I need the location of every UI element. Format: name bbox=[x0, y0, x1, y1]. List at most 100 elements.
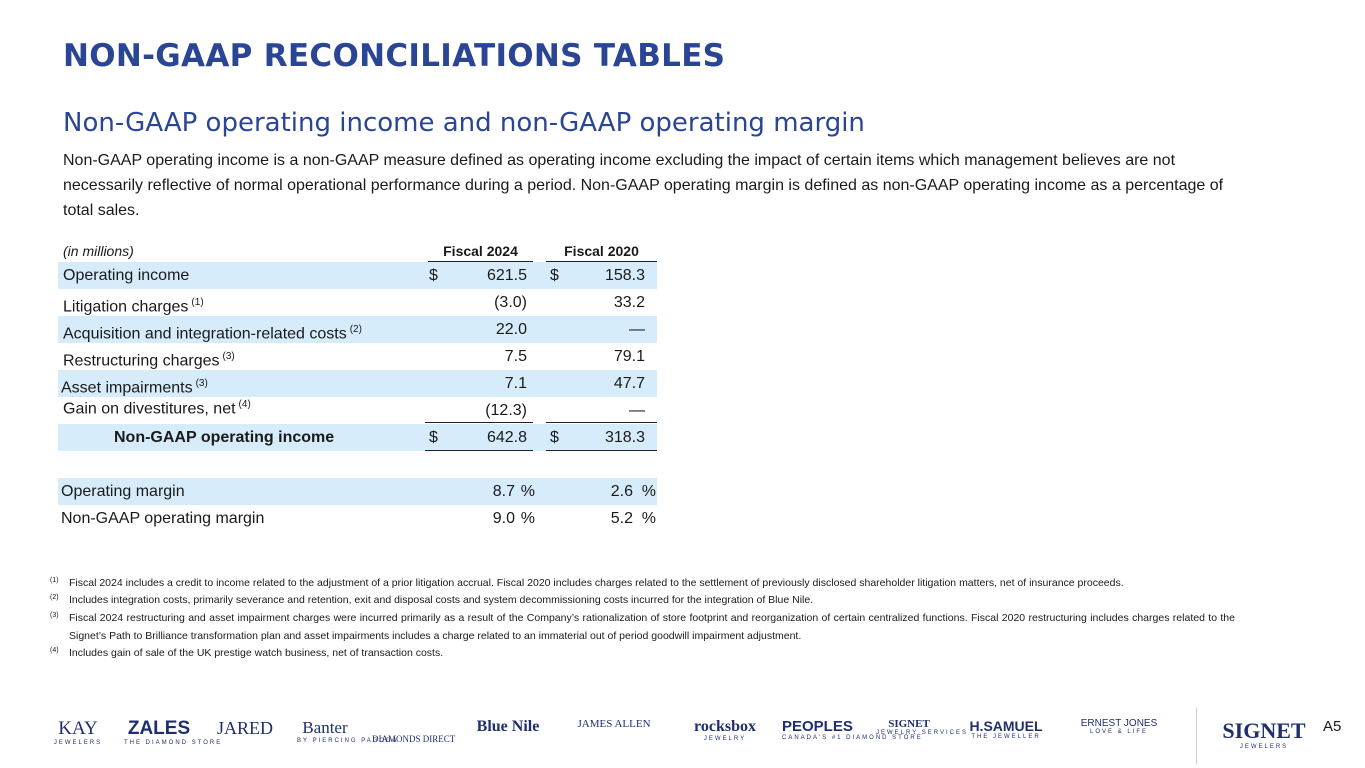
label-text: Acquisition and integration-related cost… bbox=[63, 325, 347, 343]
brand-logo: PEOPLES CANADA'S #1 DIAMOND STORE bbox=[782, 718, 923, 741]
brand-name: SIGNET bbox=[1222, 718, 1306, 743]
footnote: (3) Fiscal 2024 restructuring and asset i… bbox=[50, 610, 1235, 645]
row-label: Non-GAAP operating income bbox=[114, 429, 335, 446]
table-row: Litigation charges (1) (3.0) 33.2 bbox=[58, 289, 657, 316]
brand-name: JARED bbox=[216, 718, 273, 738]
note-ref: (4) bbox=[238, 399, 251, 410]
column-header: Fiscal 2024 bbox=[428, 243, 533, 262]
title: NON-GAAP RECONCILIATIONS TABLES bbox=[63, 38, 726, 74]
brand-name: KAY bbox=[58, 718, 98, 739]
cell: 33.2 bbox=[613, 294, 645, 311]
row-label: Litigation charges (1) bbox=[63, 289, 204, 320]
currency: $ bbox=[550, 267, 559, 284]
row-label: Operating margin bbox=[61, 483, 185, 500]
rule bbox=[425, 422, 533, 423]
table-row: Non-GAAP operating margin 9.0 % 5.2 % bbox=[58, 505, 657, 532]
row-label: Gain on divestitures, net (4) bbox=[63, 391, 251, 422]
cell: 318.3 bbox=[604, 429, 645, 446]
rule bbox=[425, 450, 533, 451]
row-label: Operating income bbox=[63, 267, 190, 284]
brand-name: JAMES ALLEN bbox=[577, 718, 651, 730]
cell: 9.0 bbox=[492, 510, 515, 527]
rule bbox=[546, 450, 657, 451]
column-header: Fiscal 2020 bbox=[546, 243, 657, 262]
brand-name: ERNEST JONES bbox=[1080, 718, 1158, 729]
footnote-text: Fiscal 2024 restructuring and asset impa… bbox=[69, 612, 1235, 642]
cell: 158.3 bbox=[604, 267, 645, 284]
brand-logo: SIGNET JEWELERS bbox=[1218, 718, 1310, 750]
brand-logo: JAMES ALLEN bbox=[562, 718, 666, 730]
footnote: (4) Includes gain of sale of the UK prest… bbox=[50, 645, 1235, 663]
brand-name: Banter bbox=[302, 718, 348, 737]
brand-name: SIGNET bbox=[888, 718, 930, 730]
cell: 22.0 bbox=[495, 321, 527, 338]
cell: 2.6 bbox=[610, 483, 633, 500]
brand-logo: JARED bbox=[214, 718, 276, 739]
cell: 5.2 bbox=[610, 510, 633, 527]
table-row: Restructuring charges (3) 7.5 79.1 bbox=[58, 343, 657, 370]
brand-logo: DIAMONDS DIRECT bbox=[372, 734, 455, 744]
label-text: Litigation charges bbox=[63, 298, 189, 316]
note-ref: (3) bbox=[222, 351, 235, 362]
footnote: (1) Fiscal 2024 includes a credit to inco… bbox=[50, 575, 1235, 593]
table-row: Operating margin 8.7 % 2.6 % bbox=[58, 478, 657, 505]
page-number: A5 bbox=[1323, 718, 1342, 735]
cell: 642.8 bbox=[486, 429, 527, 446]
rule bbox=[546, 422, 657, 423]
brand-tagline: BY PIERCING PAGODA bbox=[297, 738, 399, 744]
currency: $ bbox=[429, 429, 438, 446]
row-label: Acquisition and integration-related cost… bbox=[63, 316, 362, 347]
note-ref: (1) bbox=[191, 297, 204, 308]
unit: % bbox=[641, 510, 656, 527]
subtitle: Non-GAAP operating income and non-GAAP o… bbox=[63, 108, 865, 138]
brand-logo: H.SAMUEL THE JEWELLER bbox=[964, 718, 1048, 740]
intro: Non-GAAP operating income is a non-GAAP … bbox=[63, 152, 1224, 219]
brand-tagline: LOVE & LIFE bbox=[1089, 729, 1148, 735]
table-row: Operating income $ 621.5 $ 158.3 bbox=[58, 262, 657, 289]
footnote-marker: (3) bbox=[50, 612, 59, 619]
footnote-text: Includes integration costs, primarily se… bbox=[69, 594, 814, 606]
brand-tagline: JEWELERS bbox=[53, 740, 103, 746]
unit: % bbox=[641, 483, 656, 500]
cell: (3.0) bbox=[494, 294, 527, 311]
brand-logo: SIGNET JEWELRY SERVICES bbox=[876, 718, 966, 736]
brand-logo: ZALES THE DIAMOND STORE bbox=[124, 718, 223, 746]
cell: 7.5 bbox=[504, 348, 527, 365]
cell: 7.1 bbox=[504, 375, 527, 392]
brand-logo: Banter BY PIERCING PAGODA bbox=[297, 718, 399, 744]
brand-name: PEOPLES bbox=[782, 718, 853, 735]
footnote-marker: (1) bbox=[50, 577, 59, 584]
unit: % bbox=[520, 483, 535, 500]
unit: % bbox=[520, 510, 535, 527]
cell: 79.1 bbox=[613, 348, 645, 365]
brand-tagline: JEWELERS bbox=[1239, 744, 1289, 750]
cell: 621.5 bbox=[486, 267, 527, 284]
footnote-marker: (2) bbox=[50, 594, 59, 601]
label-text: Restructuring charges bbox=[63, 352, 220, 370]
cell: 8.7 bbox=[492, 483, 515, 500]
table-row: Non-GAAP operating income $ 642.8 $ 318.… bbox=[58, 424, 657, 451]
brand-tagline: THE JEWELLER bbox=[971, 734, 1041, 740]
cell: — bbox=[629, 321, 645, 338]
brand-logo: KAY JEWELERS bbox=[50, 718, 106, 746]
cell: (12.3) bbox=[485, 402, 527, 419]
note-ref: (3) bbox=[195, 378, 208, 389]
row-label: Restructuring charges (3) bbox=[63, 343, 235, 374]
footnote: (2) Includes integration costs, primarily… bbox=[50, 592, 1235, 610]
brand-name: Blue Nile bbox=[476, 718, 540, 735]
row-label: Asset impairments (3) bbox=[61, 370, 208, 401]
label-text: Asset impairments bbox=[61, 379, 193, 397]
label-text: Gain on divestitures, net bbox=[63, 400, 236, 418]
brand-logo: ERNEST JONES LOVE & LIFE bbox=[1064, 718, 1174, 735]
brand-tagline: THE DIAMOND STORE bbox=[124, 740, 223, 746]
footnote-text: Includes gain of sale of the UK prestige… bbox=[69, 647, 444, 659]
unit-label: (in millions) bbox=[63, 243, 134, 259]
cell: 47.7 bbox=[613, 375, 645, 392]
table-row: Acquisition and integration-related cost… bbox=[58, 316, 657, 343]
brand-tagline: CANADA'S #1 DIAMOND STORE bbox=[782, 735, 923, 741]
brand-logo: Blue Nile bbox=[472, 718, 544, 736]
brand-logo: rocksbox JEWELRY bbox=[686, 718, 764, 742]
note-ref: (2) bbox=[349, 324, 362, 335]
currency: $ bbox=[550, 429, 559, 446]
